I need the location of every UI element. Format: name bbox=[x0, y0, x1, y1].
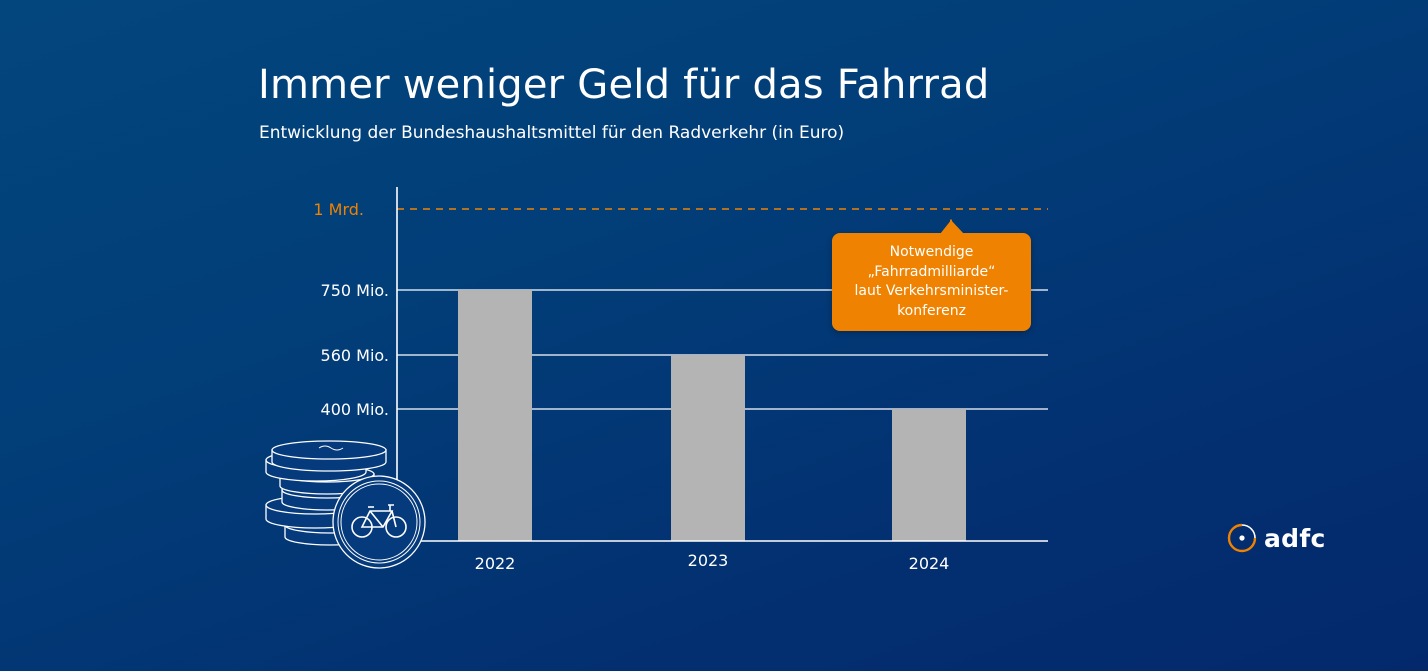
fahrradmilliarde-callout: Notwendige „Fahrradmilliarde“ laut Verke… bbox=[832, 219, 1031, 331]
y-tick-label: 750 Mio. bbox=[321, 281, 389, 300]
adfc-wheel-icon bbox=[1227, 523, 1257, 553]
bar-2022 bbox=[458, 290, 532, 541]
adfc-logo-text: adfc bbox=[1264, 523, 1326, 553]
callout-line: laut Verkehrsminister- bbox=[854, 283, 1009, 299]
x-tick-label: 2022 bbox=[475, 554, 516, 573]
chart-subtitle: Entwicklung der Bundeshaushaltsmittel fü… bbox=[259, 123, 845, 143]
x-tick-label: 2023 bbox=[688, 551, 729, 570]
y-tick-label: 400 Mio. bbox=[321, 400, 389, 419]
coin-stack-icon bbox=[265, 440, 426, 569]
chart-title: Immer weniger Geld für das Fahrrad bbox=[258, 62, 990, 108]
y-tick-label: 560 Mio. bbox=[321, 346, 389, 365]
callout-line: „Fahrradmilliarde“ bbox=[867, 263, 996, 280]
bars bbox=[458, 290, 966, 541]
bicycle-icon bbox=[351, 504, 407, 538]
bar-2023 bbox=[671, 355, 745, 541]
y-tick-labels: 400 Mio. 560 Mio. 750 Mio. 1 Mrd. bbox=[313, 200, 389, 419]
callout-line: Notwendige bbox=[889, 244, 974, 260]
reference-line-label: 1 Mrd. bbox=[313, 200, 364, 219]
callout-line: konferenz bbox=[897, 302, 966, 319]
x-tick-label: 2024 bbox=[909, 554, 950, 573]
adfc-logo: adfc bbox=[1226, 522, 1326, 554]
x-tick-labels: 2022 2023 2024 bbox=[475, 551, 950, 573]
bar-2024 bbox=[892, 409, 966, 541]
